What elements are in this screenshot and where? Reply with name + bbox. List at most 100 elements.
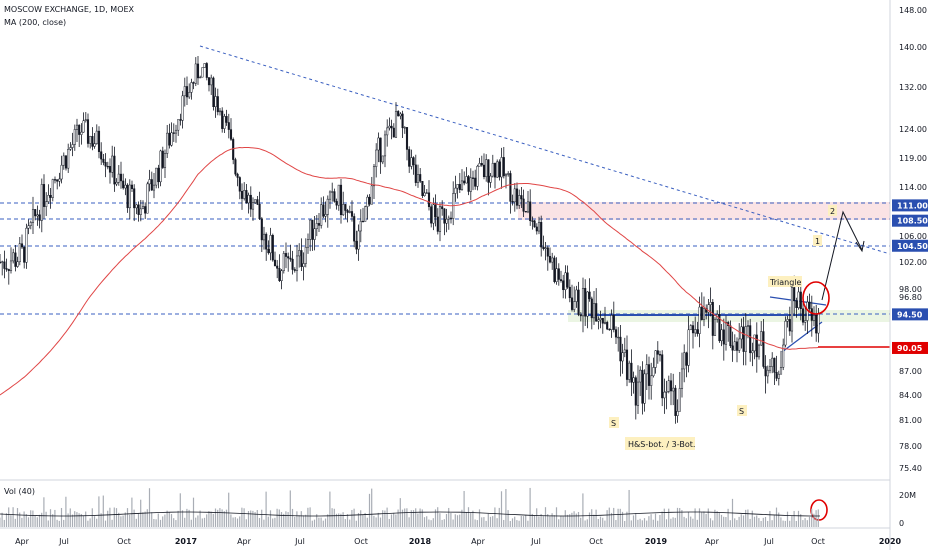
candle-body [447,217,450,220]
candle-body [768,366,772,371]
volume-bar [571,512,573,527]
volume-bar [643,518,646,527]
candle-body [753,334,756,352]
volume-bar [808,516,811,527]
candle-body [790,287,794,332]
candle-body [364,206,367,222]
volume-bar [0,517,1,527]
volume-bar [806,520,808,527]
volume-bar [560,515,562,527]
volume-bar [45,511,47,527]
volume-bar [657,520,659,527]
candle-body [504,174,508,177]
candle-body [546,247,549,257]
volume-bar [771,520,773,527]
candle-body [617,336,620,339]
candle-body [152,184,156,191]
volume-bar [135,518,137,527]
candle-body [469,177,472,192]
volume-bar [430,520,432,527]
candle-body [698,306,701,334]
volume-bar [177,510,179,527]
volume-bar [379,517,382,527]
candle-body [674,387,677,416]
x-tick: 2019 [645,537,668,546]
candle-body [337,184,340,206]
candle-body [511,201,514,203]
volume-bar [800,514,802,527]
candle-body [93,143,96,147]
candle-body [570,297,574,310]
candle-body [432,204,435,224]
candle-body [359,220,362,232]
candle-body [150,179,153,191]
candle-body [390,125,393,129]
candle-body [350,211,354,217]
candle-body [786,319,789,322]
candle-body [427,192,431,207]
candle-body [665,391,668,393]
candle-body [603,322,607,324]
volume-bar [360,510,362,527]
candle-body [249,194,252,210]
volume-bar [791,516,793,527]
candle-body [749,325,752,354]
volume-bar [118,512,120,527]
price-label-box [892,341,928,354]
volume-bar [778,512,780,527]
candle-body [471,177,475,179]
x-tick: Oct [117,537,131,546]
candle-body [368,196,371,205]
candle-body [207,77,211,86]
volume-bar [69,508,71,527]
volume-bar [489,516,492,527]
candle-body [399,113,402,117]
volume-bar [408,517,410,527]
candle-body [168,132,171,146]
volume-bar [25,514,27,527]
volume-bar [261,509,263,527]
volume-bar [294,516,296,527]
volume-bar [753,516,756,527]
volume-bar [104,520,107,527]
volume-bar [245,519,247,527]
candle-body [487,159,490,183]
volume-bar [452,519,454,527]
candle-body [161,150,164,168]
price-label-box [892,214,928,227]
volume-bar [716,511,718,527]
y-axis: 148.00 140.00 132.00 124.00 119.00 114.00 106.… [899,6,927,473]
volume-bar [461,509,463,527]
y-tick: 140.00 [899,43,927,52]
candle-body [493,163,497,178]
volume-bar [813,513,815,527]
candle-body [124,184,127,189]
candle-body [430,206,433,224]
candle-body [159,150,162,183]
volume-bar [692,518,694,527]
y-tick: 148.00 [899,6,927,15]
candle-body [232,139,235,160]
candle-body [595,303,598,322]
candle-body [361,220,365,223]
candle-body [533,220,536,228]
volume-bar [507,510,509,527]
candle-body [339,184,343,216]
volume-bar [518,520,520,527]
x-tick: 2020 [879,537,902,546]
volume-bar [712,520,714,527]
volume-bar [313,519,316,527]
price-label: 94.50 [897,310,923,319]
candle-body [344,204,347,211]
candle-body [405,127,409,150]
candle-body [111,155,114,173]
candle-body [619,336,622,362]
candle-body [214,96,217,107]
volume-bar [16,508,19,527]
candle-body [300,250,303,267]
indicator-label: MA (200, close) [4,18,67,27]
volume-bar [514,516,516,527]
volume-bar [243,508,245,527]
candle-body [707,304,710,313]
